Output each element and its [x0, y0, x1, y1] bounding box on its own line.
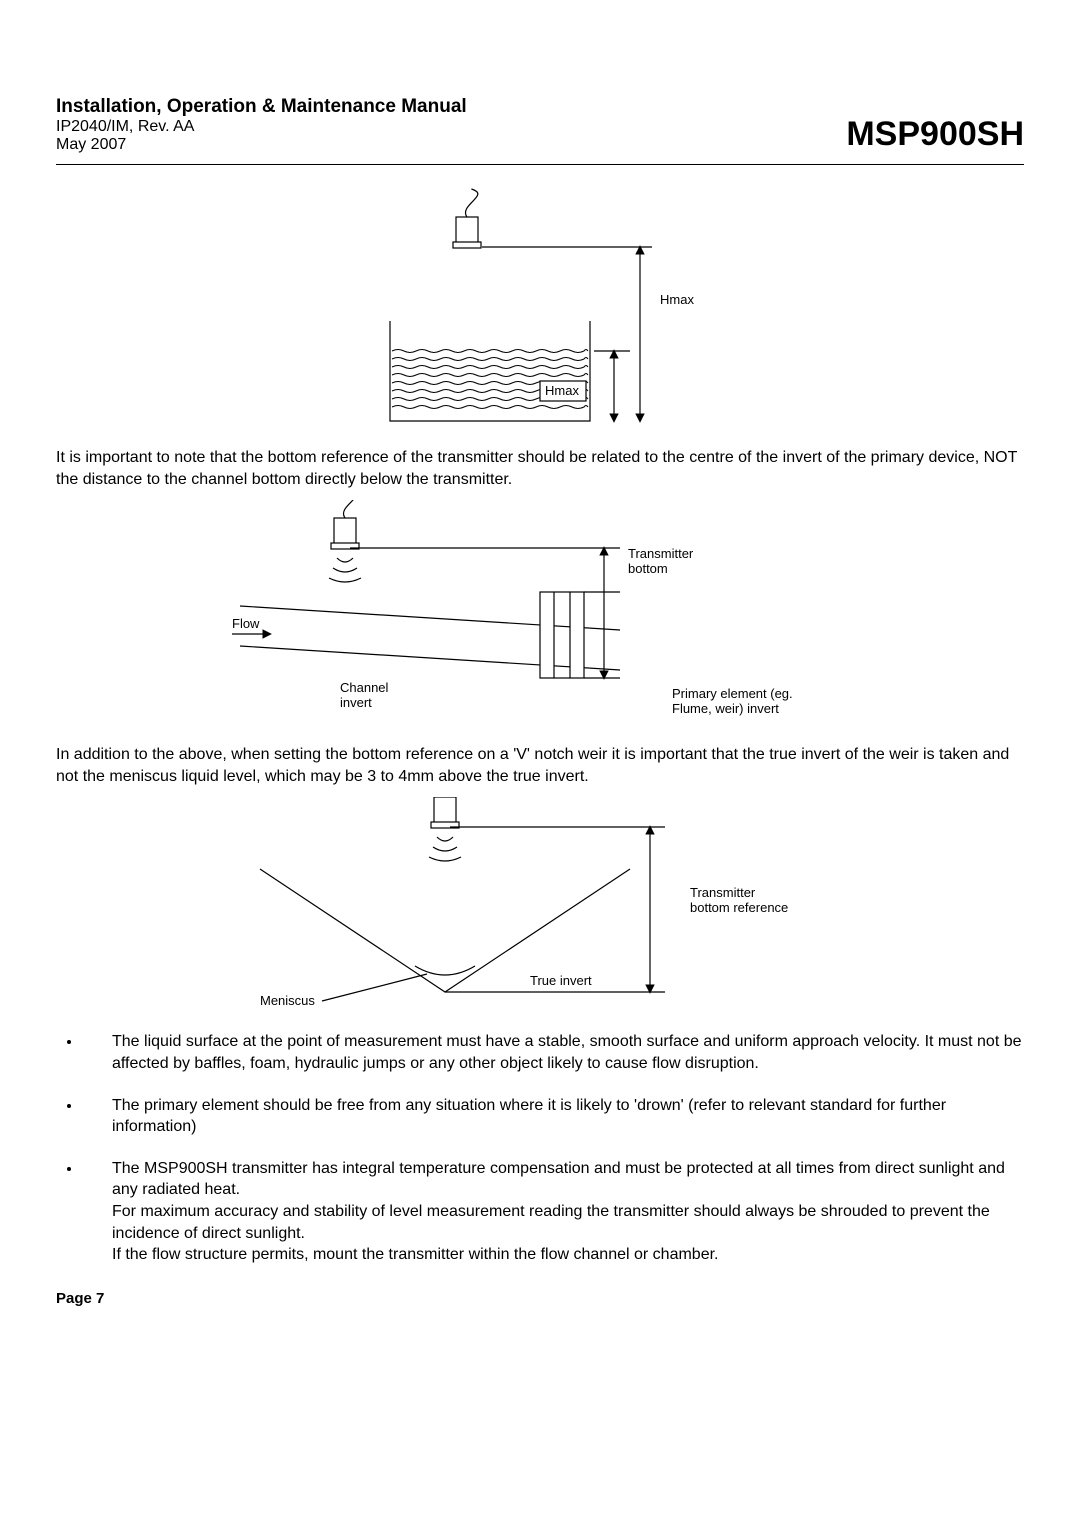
doc-date: May 2007 [56, 136, 467, 154]
svg-text:Channel: Channel [340, 680, 389, 695]
svg-text:bottom reference: bottom reference [690, 900, 788, 915]
page-header: Installation, Operation & Maintenance Ma… [56, 96, 1024, 154]
doc-id: IP2040/IM, Rev. AA [56, 118, 467, 136]
bullet-text: The liquid surface at the point of measu… [112, 1033, 1022, 1072]
svg-text:Flume, weir) invert: Flume, weir) invert [672, 701, 779, 716]
diagram-channel: Flow Channelinvert Transmitterbottom Primar… [220, 500, 860, 730]
bullet-item-2: The primary element should be free from … [82, 1095, 1024, 1138]
diagram-hmax: Hmax Hmax [330, 183, 750, 433]
diagram-vnotch: Meniscus True invert Transmitterbottom ref… [220, 797, 860, 1017]
manual-title: Installation, Operation & Maintenance Ma… [56, 96, 467, 118]
product-name: MSP900SH [846, 115, 1024, 154]
figure-hmax: Hmax Hmax [56, 183, 1024, 433]
bullet-text: The primary element should be free from … [112, 1097, 946, 1136]
bullet-text: The MSP900SH transmitter has integral te… [112, 1160, 1005, 1199]
page-number: Page 7 [56, 1290, 1024, 1307]
svg-text:Meniscus: Meniscus [260, 993, 315, 1008]
bullet-item-1: The liquid surface at the point of measu… [82, 1031, 1024, 1074]
bullet-sub-2: If the flow structure permits, mount the… [112, 1244, 1024, 1266]
header-left: Installation, Operation & Maintenance Ma… [56, 96, 467, 154]
header-rule [56, 164, 1024, 165]
svg-text:Transmitter: Transmitter [690, 885, 756, 900]
bullet-item-3: The MSP900SH transmitter has integral te… [82, 1158, 1024, 1266]
svg-text:bottom: bottom [628, 561, 668, 576]
svg-text:True invert: True invert [530, 973, 592, 988]
paragraph-2: In addition to the above, when setting t… [56, 744, 1024, 787]
svg-text:invert: invert [340, 695, 372, 710]
svg-text:Transmitter: Transmitter [628, 546, 694, 561]
svg-text:Flow: Flow [232, 616, 260, 631]
figure-channel: Flow Channelinvert Transmitterbottom Primar… [56, 500, 1024, 730]
svg-text:Hmax: Hmax [545, 383, 579, 398]
figure-vnotch: Meniscus True invert Transmitterbottom ref… [56, 797, 1024, 1017]
paragraph-1: It is important to note that the bottom … [56, 447, 1024, 490]
bullet-sub-1: For maximum accuracy and stability of le… [112, 1201, 1024, 1244]
svg-text:Primary element (eg.: Primary element (eg. [672, 686, 793, 701]
svg-text:Hmax: Hmax [660, 292, 694, 307]
bullet-list: The liquid surface at the point of measu… [56, 1031, 1024, 1265]
